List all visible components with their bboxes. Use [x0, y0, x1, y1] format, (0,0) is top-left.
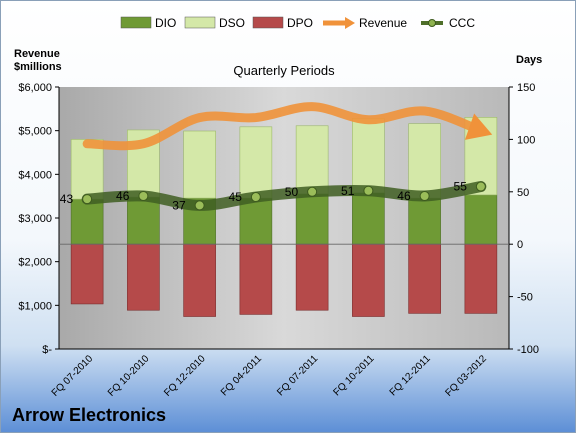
bar-dpo	[408, 243, 441, 314]
ccc-point	[194, 200, 205, 211]
legend-revenue-label: Revenue	[359, 16, 407, 30]
x-tick-label: FQ 10-2011	[332, 353, 377, 398]
x-tick-label: FQ 12-2011	[388, 353, 433, 398]
ccc-point	[250, 192, 261, 203]
bar-dio	[408, 197, 441, 245]
ccc-point	[419, 190, 430, 201]
right-axis: -100 -50 0 50 100 150	[508, 82, 539, 356]
bar-dpo	[464, 243, 498, 314]
bar-dso	[239, 126, 273, 199]
left-tick-label: $6,000	[18, 82, 52, 94]
bar-dso	[295, 125, 329, 195]
left-tick-label: $3,000	[18, 213, 52, 225]
legend-dso-swatch	[184, 16, 216, 29]
right-tick-label: -100	[517, 344, 539, 356]
legend-dpo-label: DPO	[287, 16, 313, 30]
left-axis-label-line2: $millions	[14, 61, 62, 73]
right-tick-label: -50	[517, 292, 533, 304]
legend-dio-swatch	[120, 16, 152, 29]
revenue-line	[82, 102, 486, 151]
ccc-point	[307, 186, 318, 197]
chart-title: Quarterly Periods	[233, 63, 335, 78]
right-axis-label: Days	[516, 54, 542, 66]
left-tick-label: $5,000	[18, 126, 52, 138]
left-tick-label: $2,000	[18, 257, 52, 269]
ccc-point	[475, 181, 486, 192]
legend-revenue-arrow	[345, 17, 355, 29]
ccc-point	[138, 190, 149, 201]
bar-dpo	[127, 243, 160, 311]
x-tick-label: FQ 03-2012	[443, 353, 489, 399]
x-tick-label: FQ 12-2010	[162, 353, 208, 399]
ccc-data-label: 37	[172, 198, 186, 212]
right-tick-label: 0	[517, 239, 523, 251]
bar-dso	[408, 123, 441, 199]
legend-ccc-label: CCC	[449, 16, 475, 30]
ccc-data-label: 50	[285, 185, 299, 199]
plot-area	[59, 87, 509, 349]
left-tick-label: $4,000	[18, 169, 52, 181]
left-tick-label: $-	[42, 344, 52, 356]
bar-dio	[352, 192, 385, 245]
bar-dso	[70, 139, 104, 200]
bar-dpo	[70, 243, 104, 305]
bar-dpo	[183, 243, 216, 317]
ccc-data-label: 45	[229, 190, 243, 204]
bar-dso	[352, 118, 385, 194]
ccc-point	[82, 194, 93, 205]
right-tick-label: 100	[517, 134, 535, 146]
ccc-point	[363, 185, 374, 196]
x-tick-label: FQ 07-2010	[50, 353, 96, 399]
x-tick-label: FQ 07-2011	[275, 353, 320, 398]
legend-dpo-swatch	[252, 16, 284, 29]
bar-dpo	[295, 243, 329, 311]
lines: 43 46 37 45 50 51 46 55	[60, 102, 493, 212]
bar-dio	[464, 194, 498, 245]
bar-dio	[70, 198, 104, 245]
x-tick-label: FQ 10-2010	[106, 353, 152, 399]
revenue-arrowhead	[464, 113, 493, 140]
ccc-data-label: 55	[454, 180, 468, 194]
right-tick-label: 50	[517, 187, 529, 199]
left-axis-label-line1: Revenue	[14, 48, 60, 60]
bar-dio	[295, 193, 329, 245]
bar-dio	[127, 196, 160, 245]
ccc-data-label: 46	[116, 189, 130, 203]
right-tick-label: 150	[517, 82, 535, 94]
ccc-data-label: 51	[341, 184, 355, 198]
ccc-data-label: 46	[397, 189, 411, 203]
legend-dso-label: DSO	[219, 16, 245, 30]
legend-ccc-marker	[428, 19, 436, 27]
legend: DIO DSO DPO Revenue CCC	[120, 16, 475, 30]
company-name: Arrow Electronics	[12, 405, 167, 425]
bar-dpo	[239, 243, 273, 315]
legend-dio-label: DIO	[155, 16, 176, 30]
ccc-data-label: 43	[60, 192, 74, 206]
left-axis: $- $1,000 $2,000 $3,000 $4,000 $5,000 $6,000	[18, 82, 60, 356]
x-tick-label: FQ 04-2011	[219, 353, 264, 398]
x-axis: FQ 07-2010 FQ 10-2010 FQ 12-2010 FQ 04-2011…	[50, 348, 509, 399]
bar-dpo	[352, 243, 385, 317]
bar-dso	[183, 130, 216, 199]
left-tick-label: $1,000	[18, 300, 52, 312]
bar-dio	[239, 197, 273, 245]
